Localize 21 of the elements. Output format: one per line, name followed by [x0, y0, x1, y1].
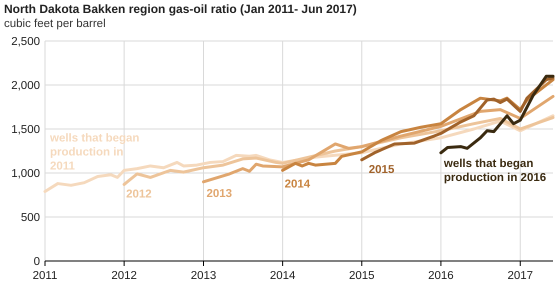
x-tick-label: 2012	[111, 270, 137, 282]
y-tick-label: 500	[20, 212, 40, 224]
series-label: 2012	[126, 188, 152, 200]
y-tick-label: 0	[34, 256, 40, 268]
x-tick-label: 2014	[270, 270, 296, 282]
y-tick-label: 2,500	[11, 36, 40, 48]
series-label: wells that began production in 2016	[442, 158, 546, 184]
series-label: 2014	[284, 178, 311, 190]
x-tick-label: 2013	[190, 270, 216, 282]
series-label: wells that began production in 2011	[49, 132, 140, 172]
y-tick-label: 1,500	[11, 124, 40, 136]
x-tick-label: 2015	[348, 270, 375, 282]
y-tick-label: 1,000	[11, 168, 40, 180]
x-tick-label: 2017	[507, 270, 534, 282]
series-label: 2013	[206, 188, 232, 200]
x-tick-label: 2011	[32, 270, 58, 282]
y-tick-label: 2,000	[11, 80, 40, 92]
x-tick-label: 2016	[428, 270, 454, 282]
chart-subtitle: cubic feet per barrel	[4, 18, 106, 30]
chart-title: North Dakota Bakken region gas-oil ratio (Jan 2011- Jun 2017)	[4, 2, 357, 16]
series-label: 2015	[368, 164, 395, 176]
